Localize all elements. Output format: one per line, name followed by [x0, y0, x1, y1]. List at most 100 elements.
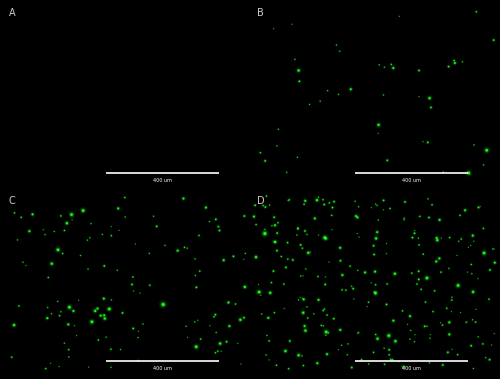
Point [438, 235, 446, 241]
Point [306, 249, 314, 255]
Point [10, 322, 18, 328]
Point [191, 319, 199, 325]
Point [17, 214, 25, 220]
Point [406, 313, 414, 319]
Point [252, 254, 260, 260]
Point [234, 340, 242, 346]
Point [414, 268, 422, 274]
Point [252, 222, 260, 228]
Point [236, 317, 244, 323]
Point [322, 281, 330, 287]
Point [371, 269, 379, 275]
Point [322, 332, 330, 338]
Point [88, 319, 96, 325]
Point [374, 336, 382, 342]
Point [388, 61, 396, 67]
Point [482, 355, 490, 361]
Point [259, 202, 267, 208]
Point [394, 359, 402, 365]
Point [338, 342, 345, 348]
Point [304, 315, 312, 321]
Point [282, 264, 290, 270]
Point [261, 230, 269, 236]
Point [424, 196, 432, 202]
Point [8, 354, 16, 360]
Point [286, 338, 294, 344]
Point [330, 199, 338, 205]
Point [294, 226, 302, 232]
Point [48, 311, 56, 317]
Point [91, 308, 99, 314]
Point [384, 157, 392, 163]
Point [434, 237, 442, 243]
Point [224, 299, 232, 305]
Point [467, 343, 475, 349]
Point [322, 332, 330, 338]
Point [291, 56, 299, 63]
Point [429, 309, 437, 315]
Point [414, 276, 422, 282]
Point [436, 319, 444, 326]
Point [192, 273, 200, 279]
Point [361, 269, 369, 276]
Point [330, 316, 338, 322]
Point [372, 290, 380, 296]
Point [191, 256, 199, 262]
Point [354, 215, 362, 221]
Point [472, 319, 480, 325]
Point [274, 220, 282, 226]
Point [64, 321, 72, 327]
Point [240, 315, 248, 321]
Point [79, 208, 87, 214]
Point [415, 67, 423, 74]
Point [306, 101, 314, 107]
Point [363, 304, 371, 310]
Point [463, 319, 471, 325]
Point [251, 202, 259, 208]
Point [251, 202, 259, 208]
Point [87, 221, 95, 227]
Point [194, 317, 202, 323]
Text: C: C [8, 196, 16, 206]
Point [439, 362, 447, 368]
Point [338, 272, 346, 278]
Point [300, 362, 308, 368]
Point [282, 348, 290, 354]
Point [273, 230, 281, 236]
Point [121, 194, 129, 200]
Point [94, 337, 102, 343]
Point [485, 296, 493, 302]
Point [180, 196, 188, 202]
Point [336, 258, 344, 264]
Point [436, 255, 444, 262]
Point [480, 226, 488, 232]
Point [107, 364, 115, 370]
Point [216, 340, 224, 346]
Point [60, 340, 68, 346]
Point [385, 347, 393, 353]
Point [241, 284, 249, 290]
Point [266, 290, 274, 296]
Point [22, 263, 30, 269]
Point [321, 235, 329, 241]
Point [270, 310, 278, 316]
Point [446, 331, 454, 337]
Point [296, 242, 304, 248]
Point [454, 352, 462, 358]
Point [215, 224, 223, 230]
Point [472, 9, 480, 15]
Point [232, 301, 239, 307]
Point [461, 207, 469, 213]
Point [108, 233, 116, 239]
Point [302, 327, 310, 334]
Point [479, 341, 487, 347]
Point [39, 227, 47, 233]
Point [414, 276, 422, 282]
Point [300, 323, 308, 329]
Point [432, 235, 440, 241]
Point [107, 364, 115, 370]
Point [196, 336, 204, 342]
Point [314, 297, 322, 303]
Point [464, 269, 471, 275]
Point [373, 229, 381, 235]
